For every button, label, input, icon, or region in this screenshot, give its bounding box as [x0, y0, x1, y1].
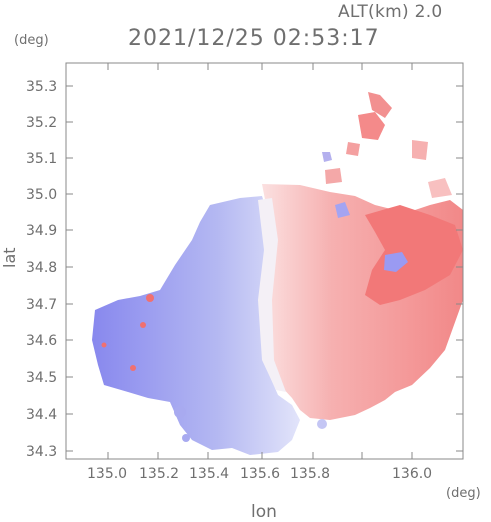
x-tick-label: 136.0 [392, 466, 432, 482]
y-tick-label: 34.8 [26, 260, 57, 276]
north-cell-6 [322, 152, 332, 162]
y-unit-label: (deg) [14, 33, 49, 48]
y-tick-label: 35.3 [26, 79, 57, 95]
y-tick-label: 34.5 [26, 370, 57, 386]
y-tick-label: 34.7 [26, 297, 57, 313]
x-axis [107, 63, 413, 459]
speckle [146, 294, 154, 302]
x-tick-label: 135.0 [87, 466, 127, 482]
y-tick-label: 35.0 [26, 187, 57, 203]
altitude-label: ALT(km) 2.0 [338, 2, 443, 22]
y-tick-label: 34.4 [26, 407, 57, 423]
north-cell-7 [325, 168, 342, 184]
timestamp-title: 2021/12/25 02:53:17 [128, 26, 380, 51]
x-unit-label: (deg) [446, 486, 481, 501]
south-blob [317, 419, 327, 429]
south-blob [174, 406, 186, 418]
north-cell-1 [358, 112, 385, 140]
south-blob [182, 434, 190, 442]
y-tick-label: 34.6 [26, 333, 57, 349]
x-tick-label: 135.2 [139, 466, 179, 482]
y-tick-label: 34.9 [26, 223, 57, 239]
north-cell-4 [412, 140, 428, 160]
aliasing-patch [384, 252, 408, 272]
approaching-echo-region [92, 196, 300, 455]
y-tick-label: 35.1 [26, 151, 57, 167]
north-cell-5 [428, 178, 452, 198]
plot-frame [65, 62, 464, 460]
x-tick-label: 135.8 [290, 466, 330, 482]
speckle [101, 342, 107, 348]
y-tick-label: 34.3 [26, 444, 57, 460]
x-tick-label: 135.4 [189, 466, 229, 482]
x-axis-label: lon [251, 502, 277, 522]
speckle [140, 322, 146, 328]
y-tick-label: 35.2 [26, 115, 57, 131]
aliasing-patch-2 [335, 202, 350, 218]
north-cell-2 [368, 92, 392, 118]
y-axis [66, 85, 463, 452]
receding-core [365, 205, 463, 305]
x-tick-label: 135.6 [240, 466, 280, 482]
echo-field [92, 92, 463, 455]
speckle [130, 365, 136, 371]
north-cell-3 [346, 142, 360, 156]
transition-band [258, 198, 286, 392]
